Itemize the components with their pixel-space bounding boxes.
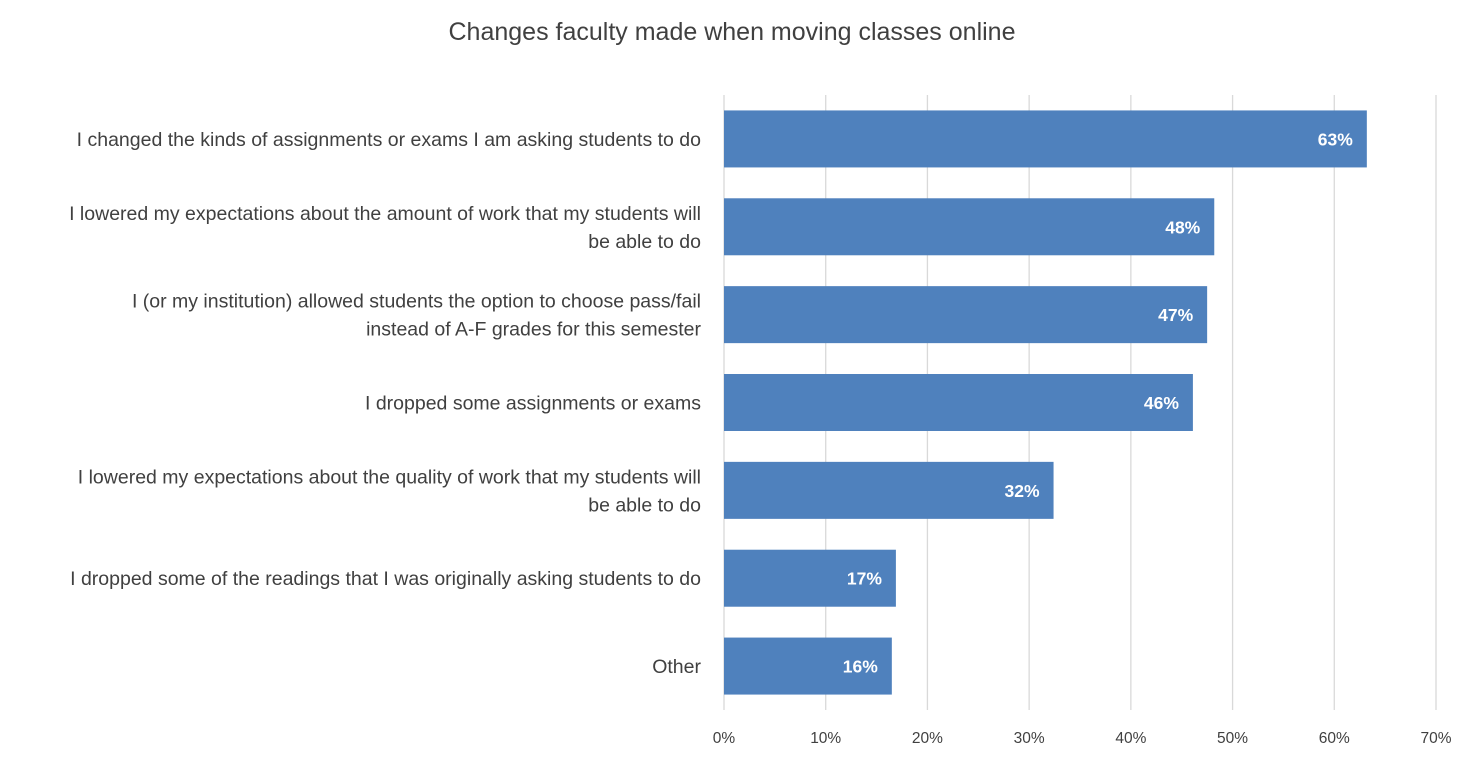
- data-label: 32%: [1005, 481, 1040, 501]
- bar: [724, 461, 1054, 519]
- category-label: be able to do: [588, 231, 701, 253]
- x-axis-ticks: 0% 10% 20% 30% 40% 50% 60% 70%: [713, 730, 1452, 747]
- chart-title: Changes faculty made when moving classes…: [448, 18, 1016, 46]
- bar: [724, 198, 1215, 256]
- x-tick-label: 10%: [810, 730, 841, 747]
- category-label: I dropped some assignments or exams: [365, 393, 701, 415]
- bar: [724, 549, 896, 607]
- bar: [724, 110, 1367, 168]
- bar: [724, 374, 1193, 431]
- data-label: 48%: [1165, 217, 1200, 237]
- x-tick-label: 50%: [1217, 730, 1248, 747]
- category-label: instead of A-F grades for this semester: [366, 319, 701, 341]
- category-label: be able to do: [588, 494, 701, 516]
- x-tick-label: 70%: [1420, 730, 1451, 747]
- category-label: I dropped some of the readings that I wa…: [70, 568, 701, 590]
- bar: [724, 286, 1208, 344]
- x-tick-label: 0%: [713, 730, 736, 747]
- x-tick-label: 30%: [1014, 730, 1045, 747]
- category-label: I lowered my expectations about the amou…: [69, 203, 701, 225]
- x-tick-label: 40%: [1115, 730, 1146, 747]
- data-label: 47%: [1158, 305, 1193, 325]
- data-label: 16%: [843, 657, 878, 677]
- category-label: I (or my institution) allowed students t…: [132, 291, 701, 313]
- data-label: 63%: [1318, 129, 1353, 149]
- category-labels: I changed the kinds of assignments or ex…: [69, 129, 701, 678]
- category-label: I lowered my expectations about the qual…: [78, 466, 701, 488]
- category-label: I changed the kinds of assignments or ex…: [77, 129, 701, 151]
- data-label: 17%: [847, 569, 882, 589]
- bars: 63% 48% 47% 46% 32% 17% 16%: [724, 110, 1367, 695]
- x-tick-label: 60%: [1319, 730, 1350, 747]
- x-tick-label: 20%: [912, 730, 943, 747]
- data-label: 46%: [1144, 393, 1179, 413]
- category-label: Other: [652, 656, 701, 678]
- bar: [724, 637, 892, 695]
